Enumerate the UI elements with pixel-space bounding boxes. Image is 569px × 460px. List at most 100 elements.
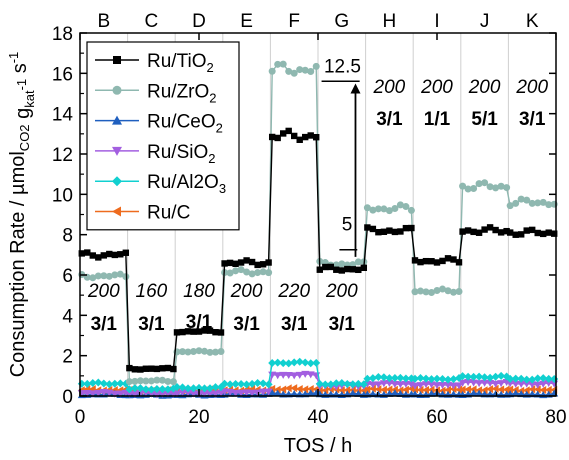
- data-point: [533, 381, 542, 389]
- condition-temperature: 200: [325, 281, 358, 302]
- data-point: [386, 227, 393, 234]
- data-point: [242, 389, 251, 397]
- data-point: [368, 384, 376, 393]
- data-point: [153, 365, 161, 373]
- annotation-12-5: 12.5: [324, 56, 361, 77]
- data-point: [529, 226, 536, 234]
- ticks-layer: 0 20 40 60 80 0 2 4 6 8 10 12 14 16 18: [52, 24, 567, 428]
- data-point: [433, 286, 441, 294]
- data-point: [444, 287, 452, 295]
- data-point: [469, 379, 478, 387]
- data-point: [517, 231, 525, 238]
- data-point: [512, 199, 520, 207]
- data-point: [503, 184, 511, 192]
- data-point: [464, 379, 473, 387]
- data-point: [291, 132, 298, 140]
- data-point: [88, 379, 97, 388]
- x-tick-label: 20: [188, 407, 209, 428]
- data-point: [385, 374, 394, 383]
- data-point: [486, 380, 495, 388]
- data-point: [259, 261, 267, 268]
- data-point: [408, 224, 415, 232]
- data-point: [273, 372, 282, 380]
- data-point: [390, 381, 399, 389]
- data-point: [343, 380, 352, 389]
- data-point: [427, 389, 436, 397]
- data-point: [417, 258, 424, 266]
- data-point: [410, 374, 419, 383]
- data-point: [279, 371, 288, 379]
- series-ru-tio2: [78, 127, 558, 373]
- data-point: [410, 382, 419, 390]
- data-point: [522, 375, 531, 384]
- data-point: [195, 347, 203, 355]
- data-point: [265, 259, 272, 266]
- data-point: [506, 380, 515, 388]
- data-point: [189, 384, 198, 393]
- data-point: [363, 204, 371, 212]
- data-point: [364, 224, 371, 231]
- data-point: [427, 375, 436, 384]
- data-point: [264, 388, 273, 396]
- data-point: [360, 264, 368, 272]
- condition-temperature: 200: [87, 281, 120, 302]
- data-point: [379, 380, 388, 388]
- data-point: [439, 257, 446, 265]
- section-label: I: [434, 11, 439, 32]
- data-point: [380, 228, 388, 235]
- data-point: [211, 383, 220, 392]
- y-axis-title: Consumption Rate / µmolCO2 gkat-1 s-1: [6, 52, 37, 378]
- data-point: [528, 199, 536, 207]
- data-point: [348, 380, 357, 389]
- data-point: [315, 379, 324, 388]
- data-point: [486, 385, 494, 394]
- legend-marker: [112, 206, 121, 217]
- data-point: [428, 258, 435, 265]
- data-point: [421, 385, 429, 394]
- data-point: [274, 60, 282, 68]
- data-point: [243, 257, 250, 264]
- data-point: [190, 328, 197, 335]
- data-point: [401, 385, 409, 394]
- legend-entry: Ru/ZrO2: [95, 81, 217, 105]
- legend-label: Ru/CeO2: [147, 112, 223, 136]
- data-point: [439, 285, 447, 293]
- data-point: [438, 375, 447, 384]
- data-point: [475, 229, 483, 236]
- data-point: [533, 385, 541, 394]
- data-point: [545, 229, 552, 236]
- condition-ratio: 3/1: [281, 314, 308, 335]
- data-point: [206, 384, 215, 393]
- legend-marker: [113, 56, 121, 64]
- data-point: [337, 379, 346, 388]
- data-point: [481, 226, 488, 233]
- data-point: [486, 373, 495, 382]
- data-point: [172, 390, 181, 398]
- data-point: [163, 385, 172, 394]
- condition-temperature: 220: [277, 281, 310, 302]
- condition-temperature: 200: [515, 77, 548, 98]
- data-point: [259, 379, 268, 388]
- data-point: [284, 359, 293, 368]
- data-point: [141, 385, 150, 394]
- legend-entry: Ru/SiO2: [95, 142, 215, 166]
- data-point: [201, 327, 208, 334]
- conditions-layer: 200 3/1 160 3/1 180 3/1 200 3/1 220 3/1 200 3/1 200 3…: [87, 77, 549, 335]
- legend-label: Ru/SiO2: [147, 142, 215, 166]
- section-label: D: [192, 11, 206, 32]
- data-point: [158, 376, 166, 384]
- data-point: [313, 134, 320, 141]
- data-point: [264, 380, 273, 389]
- data-point: [385, 385, 393, 394]
- data-point: [455, 287, 463, 295]
- data-point: [136, 377, 144, 385]
- data-point: [169, 378, 177, 386]
- data-point: [528, 381, 537, 389]
- condition-ratio: 3/1: [233, 314, 260, 335]
- data-point: [411, 288, 419, 296]
- data-point: [159, 365, 166, 372]
- data-point: [338, 267, 345, 274]
- data-point: [221, 260, 228, 267]
- legend-marker: [112, 85, 122, 95]
- legend-entry: Ru/C: [95, 203, 190, 224]
